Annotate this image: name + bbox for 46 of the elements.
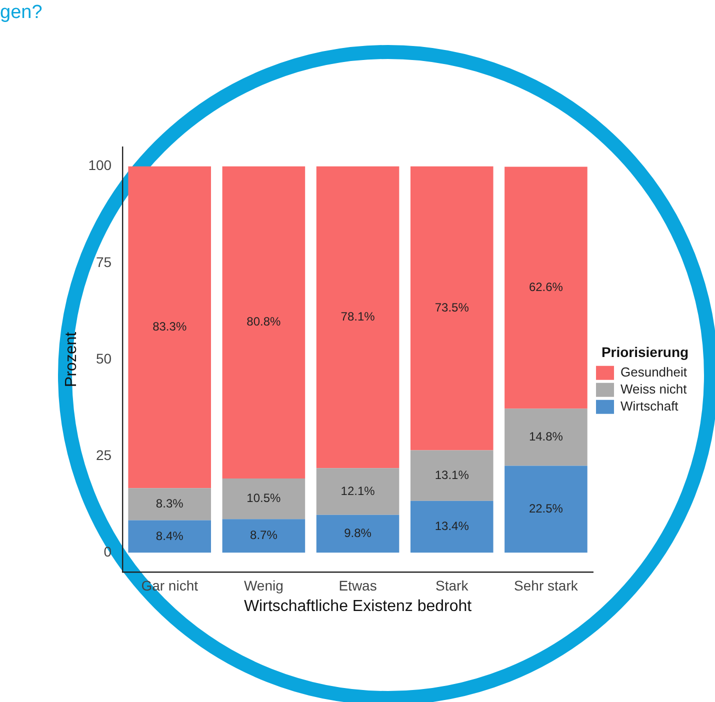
data-label: 22.5% [528, 502, 564, 516]
data-label: 80.8% [246, 314, 282, 329]
bar [128, 520, 212, 553]
bar [222, 519, 306, 553]
bar [222, 478, 306, 520]
data-label: 14.8% [528, 429, 564, 444]
data-label: 13.1% [434, 468, 470, 482]
x-tick-label: Sehr stark [514, 577, 579, 594]
x-axis-title: Wirtschaftliche Existenz bedroht [244, 598, 472, 615]
bar [410, 500, 494, 553]
data-label: 83.3% [152, 320, 187, 334]
data-label: 10.5% [246, 491, 282, 506]
data-label: 8.4% [156, 528, 184, 543]
bar [316, 514, 400, 553]
bar [410, 450, 494, 501]
y-tick-label: 50 [96, 350, 112, 366]
bar [128, 166, 212, 488]
bar [504, 408, 588, 466]
bar [410, 166, 494, 450]
data-label: 12.1% [340, 484, 376, 498]
y-tick-label: 25 [96, 446, 112, 463]
legend-label: Weiss nicht [620, 381, 688, 396]
bar [504, 166, 588, 409]
legend-label: Gesundheit [620, 364, 688, 380]
legend-label: Wirtschaft [620, 398, 679, 414]
data-label: 78.1% [340, 310, 376, 324]
legend-title: Priorisierung [601, 344, 689, 360]
bar [316, 468, 400, 515]
chart-title: gen? [0, 2, 42, 24]
bar [504, 466, 588, 553]
x-tick-label: Etwas [338, 577, 377, 594]
bar [316, 166, 400, 468]
bar [222, 166, 306, 478]
x-tick-label: Wenig [244, 577, 284, 594]
data-label: 9.8% [344, 526, 372, 540]
y-tick-label: 75 [96, 254, 112, 270]
y-tick-label: 100 [88, 157, 112, 174]
data-label: 8.3% [156, 496, 184, 511]
y-axis-title: Prozent [63, 331, 80, 388]
data-label: 13.4% [434, 519, 470, 534]
bar [128, 488, 212, 520]
data-label: 73.5% [434, 300, 470, 315]
data-label: 8.7% [250, 528, 278, 542]
data-label: 62.6% [528, 280, 564, 294]
y-tick-label: 0 [104, 544, 112, 560]
x-tick-label: Stark [436, 577, 470, 594]
